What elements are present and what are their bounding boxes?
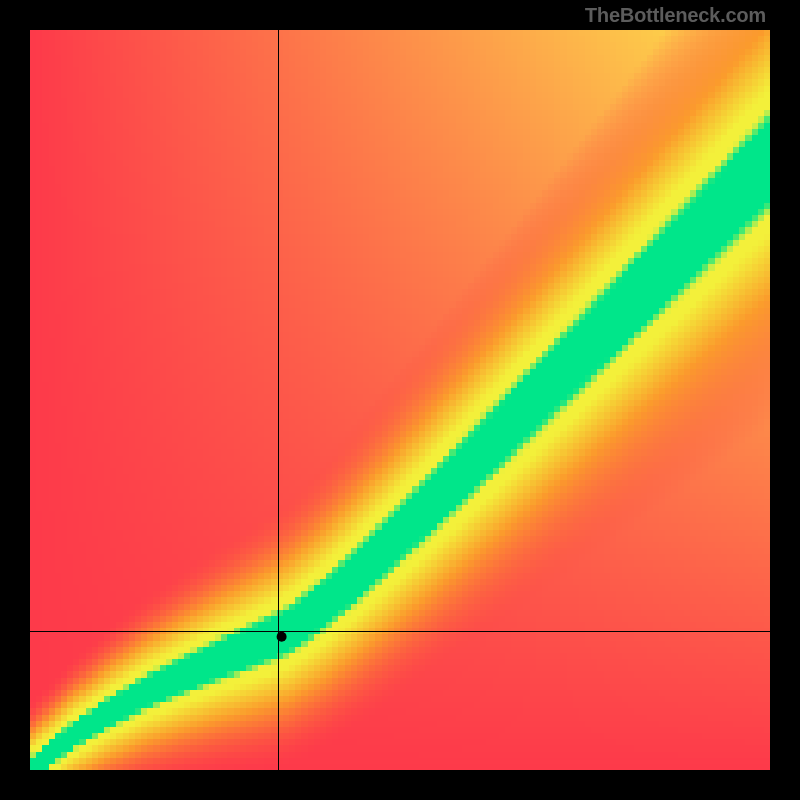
watermark-text: TheBottleneck.com <box>585 5 766 28</box>
heatmap-plot-area <box>30 30 770 770</box>
heatmap-canvas <box>30 30 770 770</box>
chart-outer-frame: TheBottleneck.com <box>0 0 800 800</box>
